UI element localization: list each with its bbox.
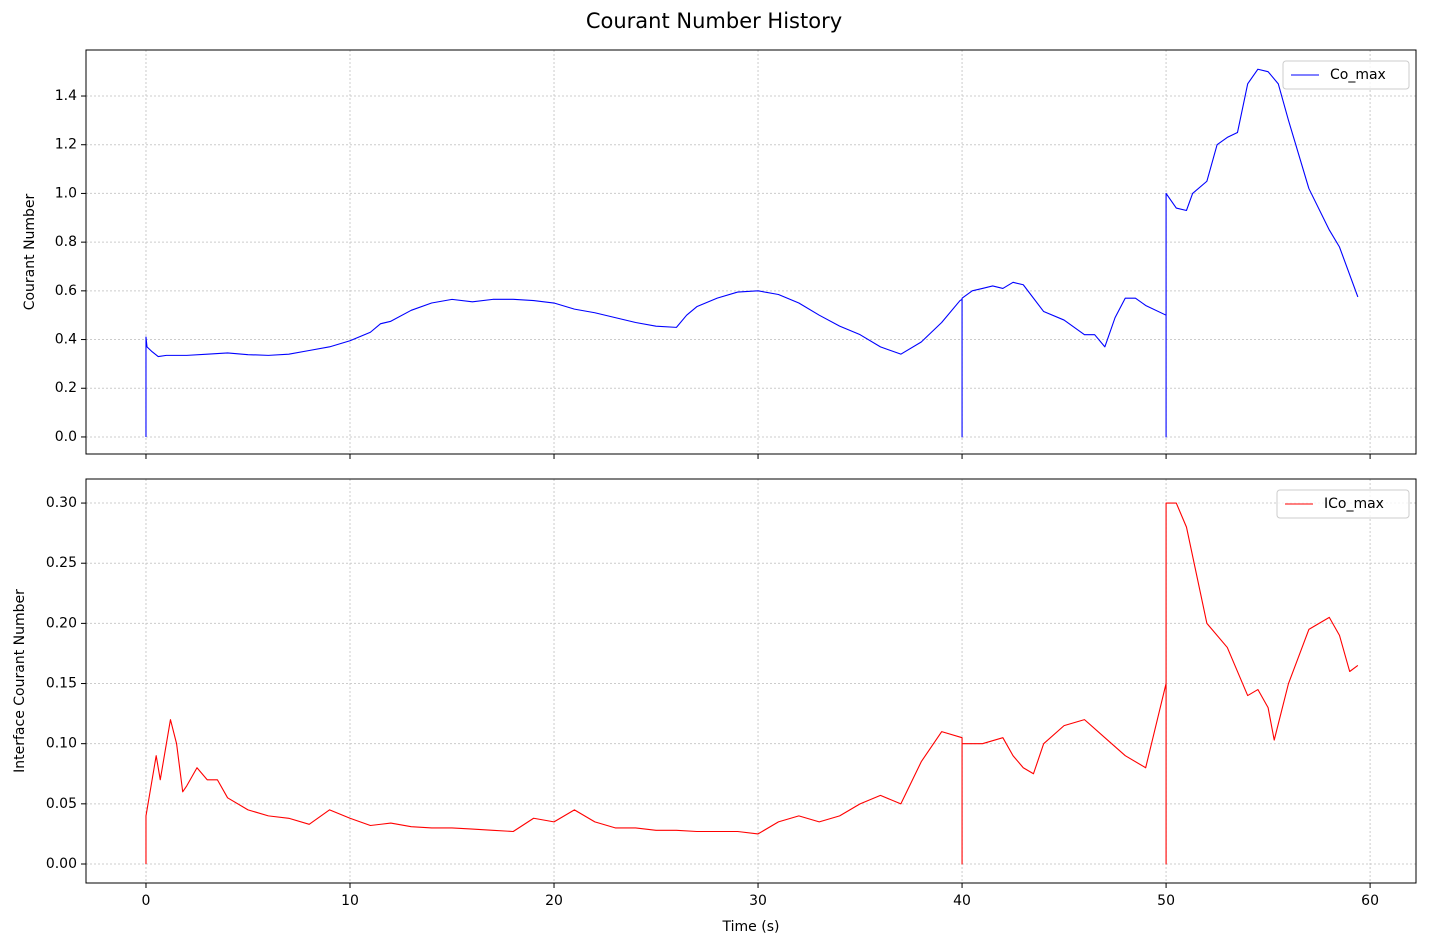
- y-axis-label: Courant Number: [22, 193, 38, 310]
- y-tick-label: 0.6: [55, 283, 77, 299]
- y-tick-label: 0.8: [55, 234, 77, 250]
- x-tick-label: 0: [142, 893, 151, 909]
- y-tick-label: 1.4: [55, 88, 77, 104]
- y-tick-label: 0.20: [46, 615, 77, 631]
- y-tick-label: 0.4: [55, 332, 77, 348]
- y-tick-label: 0.2: [55, 380, 77, 396]
- axes-frame: [85, 49, 1417, 455]
- x-axis-label: Time (s): [722, 919, 780, 935]
- x-tick-label: 20: [545, 893, 563, 909]
- data-line: [145, 68, 1359, 438]
- y-tick-label: 0.10: [46, 736, 77, 752]
- y-tick-label: 1.2: [55, 137, 77, 153]
- x-tick-label: 30: [749, 893, 767, 909]
- y-tick-label: 0.25: [46, 555, 77, 571]
- legend-label: Co_max: [1330, 67, 1386, 83]
- data-line: [145, 502, 1359, 865]
- x-tick-label: 10: [341, 893, 359, 909]
- x-tick-label: 60: [1361, 893, 1379, 909]
- y-axis-label: Interface Courant Number: [12, 589, 28, 773]
- legend: Co_max: [1282, 60, 1410, 90]
- x-tick-label: 50: [1157, 893, 1175, 909]
- legend-label: ICo_max: [1324, 496, 1384, 512]
- legend-box: [1282, 60, 1410, 90]
- axes-frame: [85, 478, 1417, 884]
- y-tick-label: 1.0: [55, 185, 77, 201]
- legend: ICo_max: [1276, 489, 1410, 519]
- y-tick-label: 0.30: [46, 495, 77, 511]
- y-tick-label: 0.15: [46, 676, 77, 692]
- figure-title: Courant Number History: [586, 9, 842, 33]
- y-tick-label: 0.0: [55, 429, 77, 445]
- x-tick-label: 40: [953, 893, 971, 909]
- y-tick-label: 0.00: [46, 856, 77, 872]
- legend-box: [1276, 489, 1410, 519]
- y-tick-label: 0.05: [46, 796, 77, 812]
